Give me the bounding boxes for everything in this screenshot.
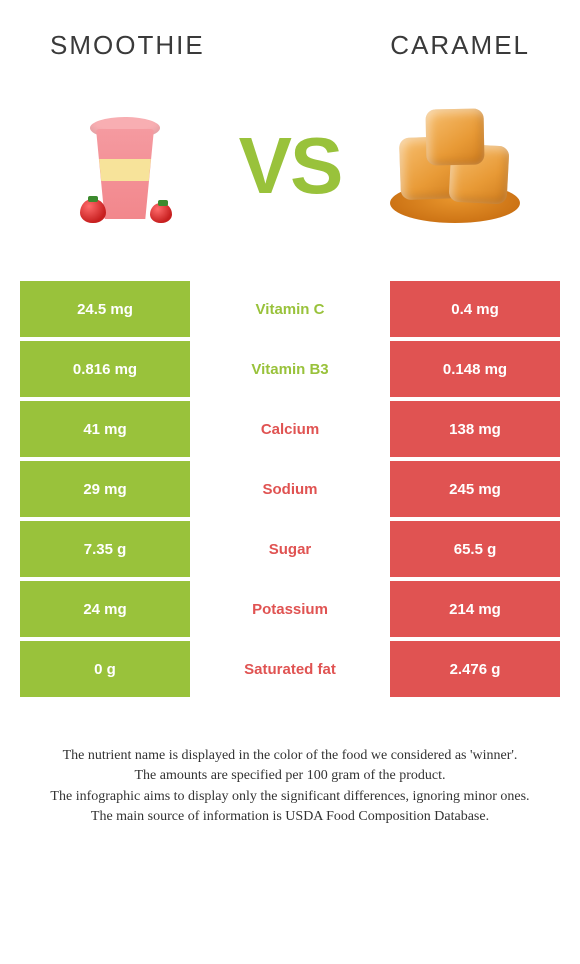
nutrient-table: 24.5 mgVitamin C0.4 mg0.816 mgVitamin B3… [0,271,580,697]
nutrient-name: Vitamin B3 [190,341,390,397]
nutrient-name: Saturated fat [190,641,390,697]
footer-line: The main source of information is USDA F… [24,807,556,827]
value-left: 7.35 g [20,521,190,577]
vs-label: VS [225,126,355,206]
table-row: 7.35 gSugar65.5 g [20,521,560,577]
footer-notes: The nutrient name is displayed in the co… [0,701,580,827]
image-row: VS [0,71,580,271]
value-right: 65.5 g [390,521,560,577]
table-row: 24.5 mgVitamin C0.4 mg [20,281,560,337]
nutrient-name: Calcium [190,401,390,457]
smoothie-image [45,91,205,241]
nutrient-name: Vitamin C [190,281,390,337]
table-row: 0.816 mgVitamin B30.148 mg [20,341,560,397]
footer-line: The infographic aims to display only the… [24,787,556,807]
table-row: 24 mgPotassium214 mg [20,581,560,637]
title-left: Smoothie [50,30,205,61]
nutrient-name: Sugar [190,521,390,577]
footer-line: The amounts are specified per 100 gram o… [24,766,556,786]
value-right: 214 mg [390,581,560,637]
nutrient-name: Potassium [190,581,390,637]
table-row: 29 mgSodium245 mg [20,461,560,517]
value-right: 0.148 mg [390,341,560,397]
value-left: 24 mg [20,581,190,637]
value-right: 138 mg [390,401,560,457]
value-left: 0.816 mg [20,341,190,397]
title-right: Caramel [390,30,530,61]
table-row: 41 mgCalcium138 mg [20,401,560,457]
value-right: 0.4 mg [390,281,560,337]
value-right: 245 mg [390,461,560,517]
caramel-image [375,91,535,241]
footer-line: The nutrient name is displayed in the co… [24,746,556,766]
header: Smoothie Caramel [0,0,580,71]
value-left: 0 g [20,641,190,697]
value-left: 29 mg [20,461,190,517]
value-left: 24.5 mg [20,281,190,337]
value-left: 41 mg [20,401,190,457]
nutrient-name: Sodium [190,461,390,517]
table-row: 0 gSaturated fat2.476 g [20,641,560,697]
value-right: 2.476 g [390,641,560,697]
